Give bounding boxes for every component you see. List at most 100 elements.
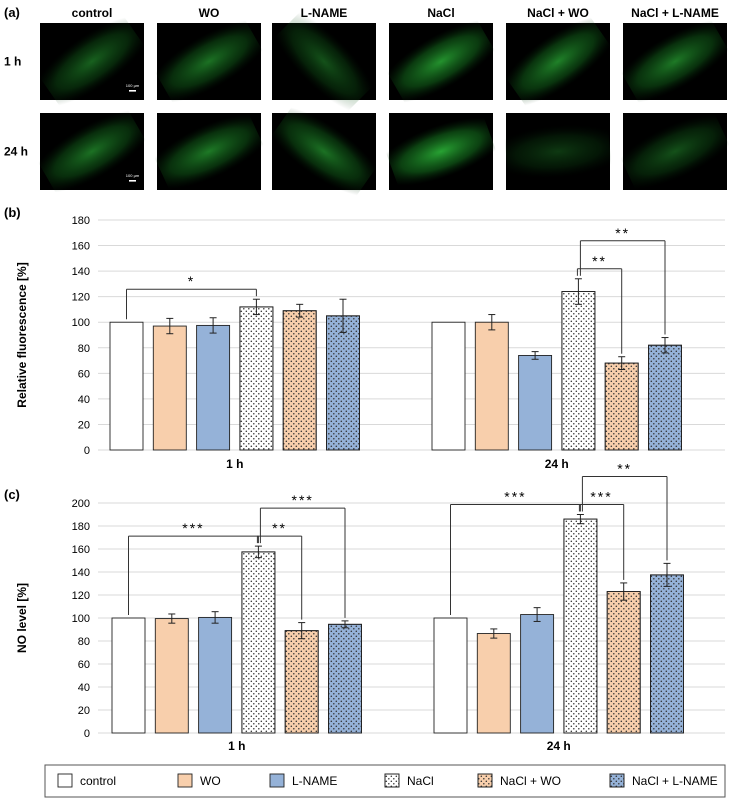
- legend-swatch-l-name: [269, 773, 285, 788]
- x-category-label: 1 h: [226, 457, 243, 471]
- legend-swatch-wo: [177, 773, 193, 788]
- legend-swatch-pattern: [477, 773, 493, 788]
- y-tick-label: 60: [78, 368, 90, 380]
- y-tick-label: 0: [84, 445, 90, 457]
- root-fluorescence: [271, 8, 377, 115]
- y-tick-label: 80: [78, 343, 90, 355]
- legend-label-nacl-wo: NaCl + WO: [500, 774, 561, 788]
- bar-pattern: [563, 518, 598, 734]
- bar-l-name: [518, 354, 553, 451]
- bar-pattern: [282, 310, 317, 451]
- micrograph-image: 100 µm: [29, 109, 154, 194]
- root-fluorescence: [502, 124, 614, 179]
- root-fluorescence: [379, 19, 503, 104]
- bar-l-name: [196, 324, 231, 451]
- root-fluorescence: [378, 117, 504, 186]
- bar-l-name: [198, 616, 233, 734]
- y-axis-label: NO level [%]: [15, 583, 29, 653]
- bar-pattern: [650, 574, 684, 734]
- micrograph-image: [611, 113, 731, 190]
- root-fluorescence: [613, 19, 731, 104]
- bar-control: [109, 321, 144, 451]
- bar-control: [111, 617, 146, 734]
- x-category-label: 24 h: [545, 457, 569, 471]
- y-tick-label: 160: [72, 241, 90, 253]
- bar-wo: [476, 633, 511, 734]
- root-fluorescence: [147, 19, 271, 104]
- legend-swatch-pattern: [609, 773, 625, 788]
- micrograph-image: [147, 19, 271, 104]
- micrograph-image: [271, 8, 377, 115]
- significance-label: ***: [292, 492, 314, 508]
- y-tick-label: 40: [78, 394, 90, 406]
- scale-bar-label: 100 µm: [126, 173, 140, 178]
- legend-label-wo: WO: [200, 774, 221, 788]
- y-tick-label: 0: [84, 728, 90, 740]
- bar-wo: [154, 618, 189, 734]
- micrograph-row-label: 24 h: [4, 145, 28, 159]
- y-tick-label: 160: [72, 544, 90, 556]
- y-tick-label: 140: [72, 567, 90, 579]
- y-tick-label: 100: [72, 317, 90, 329]
- root-fluorescence: [498, 16, 618, 107]
- micrograph-panel: (a) control WO L-NAME NaCl NaCl + WO NaCl + L…: [4, 5, 731, 197]
- bar-pattern: [606, 591, 641, 734]
- legend-swatch-pattern: [384, 773, 400, 788]
- y-tick-label: 200: [72, 498, 90, 510]
- significance-label: *: [188, 273, 195, 289]
- bar-pattern: [561, 291, 596, 451]
- bar-pattern: [604, 362, 639, 451]
- no-level-chart: (c) 0 20 40 60 80 100 120 140 160 180 200 NO level …: [4, 461, 725, 753]
- legend-label-nacl-l-name: NaCl + L-NAME: [632, 774, 718, 788]
- bar-pattern: [326, 315, 360, 451]
- bar-control: [433, 617, 468, 734]
- legend-swatch-control: [57, 773, 73, 788]
- significance-label: **: [617, 461, 632, 477]
- y-tick-label: 140: [72, 266, 90, 278]
- root-fluorescence: [264, 106, 384, 197]
- y-tick-label: 20: [78, 705, 90, 717]
- micrograph-header-l-name: L-NAME: [301, 6, 348, 20]
- scale-bar-label: 100 µm: [126, 83, 140, 88]
- micrograph-header-wo: WO: [199, 6, 220, 20]
- panel-label-b: (b): [4, 205, 21, 220]
- y-tick-label: 80: [78, 636, 90, 648]
- y-tick-label: 120: [72, 590, 90, 602]
- x-category-label: 1 h: [228, 739, 245, 753]
- scale-bar: [129, 180, 136, 182]
- micrograph-image: 100 µm: [32, 16, 152, 107]
- scale-bar: [129, 90, 136, 92]
- micrograph-header-nacl-l-name: NaCl + L-NAME: [631, 6, 719, 20]
- micrograph-image: [145, 113, 273, 190]
- significance-label: ***: [182, 520, 204, 536]
- y-axis-label: Relative fluorescence [%]: [15, 262, 29, 407]
- y-tick-label: 60: [78, 659, 90, 671]
- y-tick-label: 20: [78, 419, 90, 431]
- y-tick-label: 180: [72, 521, 90, 533]
- legend: control WO L-NAME NaCl NaCl + WO NaCl + L-NAM…: [44, 764, 726, 798]
- micrograph-row-label: 1 h: [4, 55, 21, 69]
- bar-pattern: [284, 630, 319, 734]
- micrograph-image: [498, 16, 618, 107]
- root-fluorescence: [32, 16, 152, 107]
- bar-control: [431, 321, 466, 451]
- significance-label: ***: [590, 489, 612, 505]
- bar-pattern: [648, 344, 682, 451]
- micrograph-image: [264, 106, 384, 197]
- bar-pattern: [328, 623, 362, 734]
- legend-label-l-name: L-NAME: [292, 774, 337, 788]
- bar-pattern: [239, 306, 274, 451]
- x-category-label: 24 h: [547, 739, 571, 753]
- bar-l-name: [520, 614, 555, 734]
- micrograph-image: [502, 113, 614, 190]
- y-tick-label: 100: [72, 613, 90, 625]
- micrograph-image: [378, 113, 504, 190]
- y-tick-label: 40: [78, 682, 90, 694]
- micrograph-image: [613, 19, 731, 104]
- micrograph-header-nacl: NaCl: [427, 6, 454, 20]
- bar-wo: [152, 325, 187, 451]
- fluorescence-chart: (b) 0 20 40 60 80 100 120 140 160 180 Relative flu…: [4, 205, 725, 471]
- root-fluorescence: [611, 113, 731, 190]
- significance-label: ***: [504, 489, 526, 505]
